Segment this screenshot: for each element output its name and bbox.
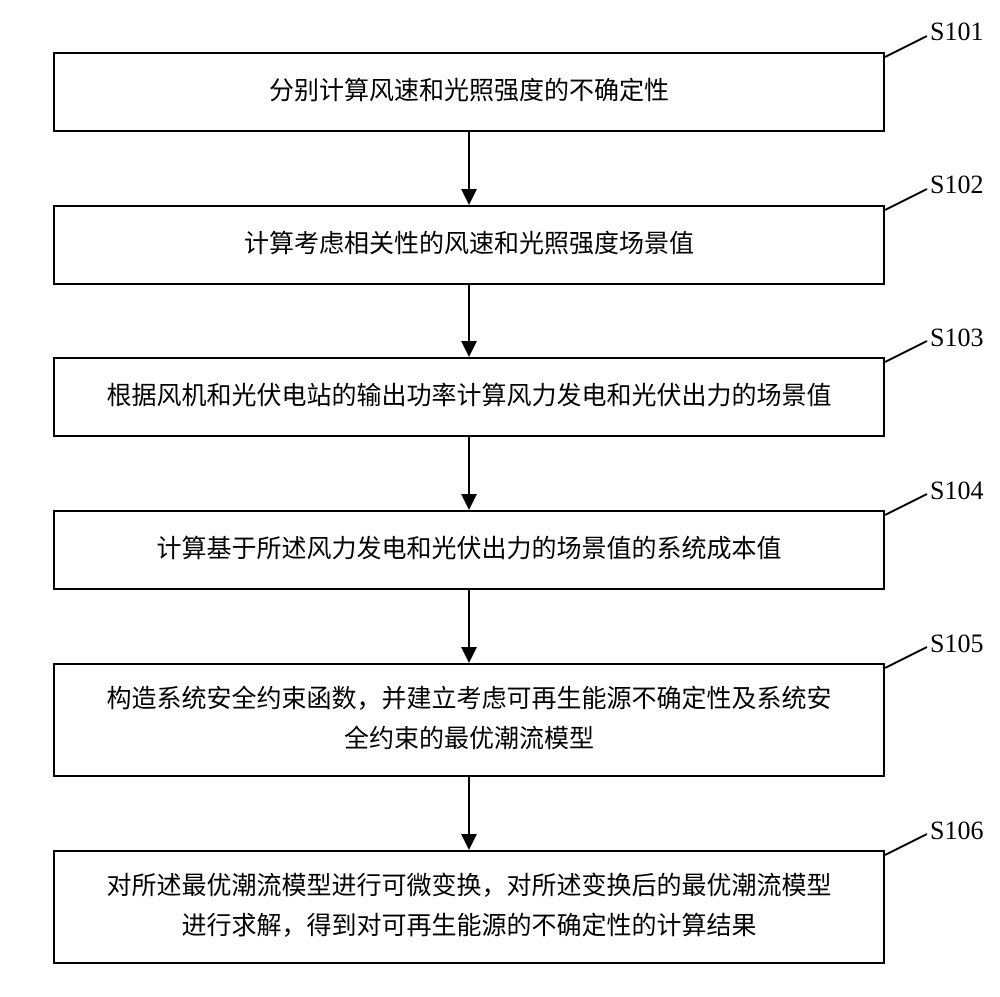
- flow-node-s103: 根据风机和光伏电站的输出功率计算风力发电和光伏出力的场景值: [53, 357, 885, 437]
- flow-arrow: [457, 590, 481, 663]
- flow-arrow: [457, 285, 481, 357]
- leader-line: [883, 645, 929, 670]
- flow-node-s104: 计算基于所述风力发电和光伏出力的场景值的系统成本值: [53, 510, 885, 590]
- flow-node-text: 构造系统安全约束函数，并建立考虑可再生能源不确定性及系统安 全约束的最优潮流模型: [106, 680, 831, 760]
- flowchart-canvas: 分别计算风速和光照强度的不确定性 S101 计算考虑相关性的风速和光照强度场景值 S1…: [0, 0, 1000, 997]
- flow-node-s105: 构造系统安全约束函数，并建立考虑可再生能源不确定性及系统安 全约束的最优潮流模型: [53, 663, 885, 777]
- flow-node-text: 计算基于所述风力发电和光伏出力的场景值的系统成本值: [156, 530, 781, 570]
- leader-line: [883, 187, 929, 212]
- flow-node-text: 计算考虑相关性的风速和光照强度场景值: [244, 225, 694, 265]
- step-label-s103: S103: [930, 323, 983, 353]
- flow-arrow: [457, 132, 481, 205]
- step-label-s102: S102: [930, 170, 983, 200]
- step-label-s105: S105: [930, 629, 983, 659]
- flow-node-text: 对所述最优潮流模型进行可微变换，对所述变换后的最优潮流模型 进行求解，得到对可再…: [106, 867, 831, 947]
- flow-node-s102: 计算考虑相关性的风速和光照强度场景值: [53, 205, 885, 285]
- leader-line: [883, 832, 929, 857]
- flow-arrow: [457, 777, 481, 850]
- leader-line: [883, 492, 929, 517]
- step-label-s101: S101: [930, 17, 983, 47]
- flow-arrow: [457, 437, 481, 510]
- flow-node-text: 根据风机和光伏电站的输出功率计算风力发电和光伏出力的场景值: [106, 377, 831, 417]
- flow-node-text: 分别计算风速和光照强度的不确定性: [269, 72, 669, 112]
- flow-node-s101: 分别计算风速和光照强度的不确定性: [53, 52, 885, 132]
- leader-line: [883, 339, 929, 364]
- step-label-s106: S106: [930, 816, 983, 846]
- step-label-s104: S104: [930, 476, 983, 506]
- leader-line: [883, 34, 929, 59]
- flow-node-s106: 对所述最优潮流模型进行可微变换，对所述变换后的最优潮流模型 进行求解，得到对可再…: [53, 850, 885, 964]
